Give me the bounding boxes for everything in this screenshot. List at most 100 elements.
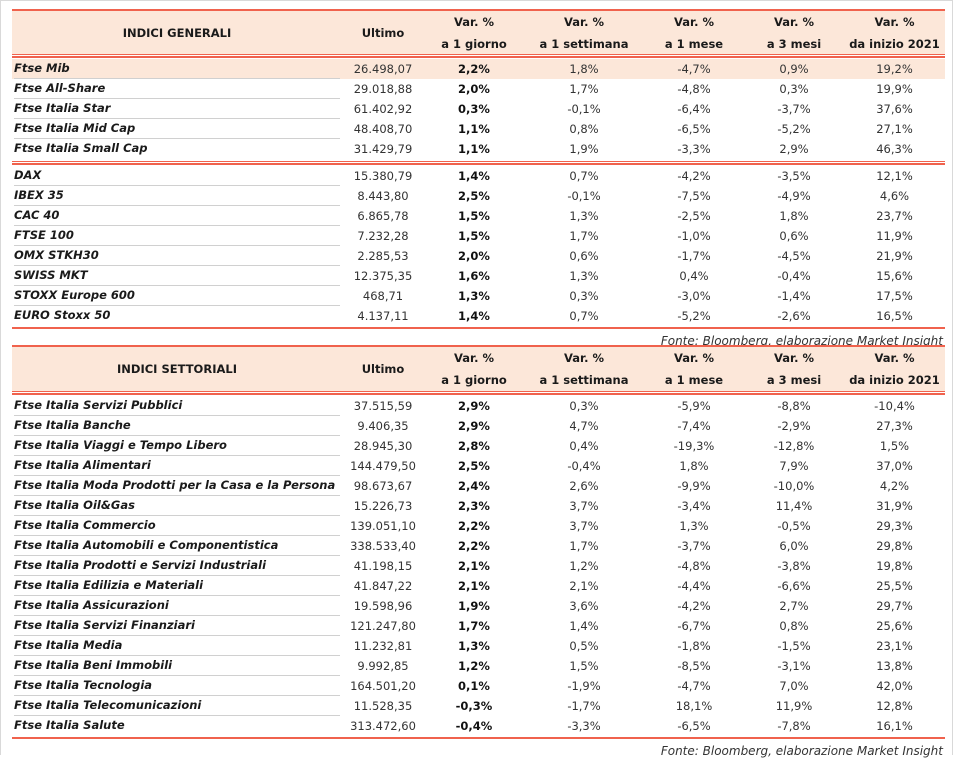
column-header-var-ytd: Var. % da inizio 2021 [844, 347, 945, 391]
last-value-cell: 7.232,28 [357, 229, 409, 243]
var-ytd-cell: 29,7% [876, 599, 913, 613]
table-row: Ftse Italia Servizi Pubblici 37.515,59 2,9… [12, 396, 945, 416]
column-header-line: Ultimo [361, 25, 405, 40]
column-header-line: a 1 giorno [441, 36, 507, 51]
column-header-line: a 1 mese [664, 373, 724, 387]
var-3-months-cell: -5,2% [777, 122, 811, 136]
table-header: INDICI SETTORIALI Ultimo Var. % a 1 giorno V… [12, 345, 945, 391]
var-1-week-cell: 0,3% [569, 289, 599, 303]
var-1-month-cell: -4,7% [677, 62, 711, 76]
var-ytd-cell: 17,5% [876, 289, 913, 303]
table-row: Ftse Italia Oil&Gas 15.226,73 2,3% 3,7% -3,4… [12, 496, 945, 516]
column-header-line: INDICI GENERALI [122, 25, 232, 40]
var-3-months-cell: -4,9% [777, 189, 811, 203]
var-1-week-cell: 1,7% [569, 82, 599, 96]
table-row: Ftse Italia Moda Prodotti per la Casa e … [12, 476, 945, 496]
table-bottom-border [12, 327, 945, 329]
var-ytd-cell: -10,4% [874, 399, 915, 413]
var-1-day-cell: 1,1% [458, 122, 490, 136]
table-row: Ftse Italia Media 11.232,81 1,3% 0,5% -1,8% -… [12, 636, 945, 656]
var-1-week-cell: -0,1% [567, 102, 601, 116]
var-ytd-cell: 1,5% [879, 439, 910, 453]
var-1-week-cell: 1,2% [569, 559, 599, 573]
column-header-line: da inizio 2021 [849, 36, 940, 51]
var-1-month-cell: -2,5% [677, 209, 711, 223]
var-1-week-cell: 0,4% [569, 439, 599, 453]
var-1-week-cell: 3,7% [569, 519, 599, 533]
var-1-week-cell: -1,7% [567, 699, 601, 713]
column-header-line: Var. % [674, 351, 714, 365]
index-name-cell: Ftse Italia Prodotti e Servizi Industria… [14, 556, 340, 576]
var-1-day-cell: 2,1% [458, 559, 490, 573]
header-divider [12, 391, 945, 393]
column-header-line: Var. % [454, 351, 494, 365]
source-note: Fonte: Bloomberg, elaborazione Market In… [660, 744, 943, 758]
var-3-months-cell: -4,5% [777, 249, 811, 263]
var-1-day-cell: -0,4% [455, 719, 493, 733]
var-3-months-cell: -3,5% [777, 169, 811, 183]
var-ytd-cell: 37,6% [876, 102, 913, 116]
var-1-week-cell: 3,7% [569, 499, 599, 513]
index-name-cell: Ftse Italia Assicurazioni [14, 596, 340, 616]
column-header-line: Var. % [454, 14, 494, 29]
var-1-week-cell: 0,7% [569, 169, 599, 183]
var-1-day-cell: 2,0% [458, 249, 490, 263]
var-ytd-cell: 25,6% [876, 619, 913, 633]
var-1-month-cell: -4,8% [677, 559, 711, 573]
index-name-cell: Ftse Italia Alimentari [14, 456, 340, 476]
column-header-line: a 1 settimana [539, 36, 629, 51]
var-1-week-cell: 1,3% [569, 209, 599, 223]
var-ytd-cell: 12,1% [876, 169, 913, 183]
table-row: Ftse Italia Star 61.402,92 0,3% -0,1% -6,4% -… [12, 99, 945, 119]
var-ytd-cell: 11,9% [876, 229, 913, 243]
var-1-week-cell: 1,4% [569, 619, 599, 633]
var-ytd-cell: 27,1% [876, 122, 913, 136]
last-value-cell: 11.528,35 [353, 699, 413, 713]
var-ytd-cell: 19,9% [876, 82, 913, 96]
column-header-line: Var. % [874, 351, 915, 365]
last-value-cell: 338.533,40 [350, 539, 416, 553]
var-1-month-cell: -5,9% [677, 399, 711, 413]
column-header-line: a 3 mesi [766, 36, 822, 51]
index-name-cell: FTSE 100 [14, 226, 340, 246]
var-1-week-cell: 0,3% [569, 399, 599, 413]
var-1-month-cell: -6,7% [677, 619, 711, 633]
var-3-months-cell: -1,4% [777, 289, 811, 303]
var-3-months-cell: 11,9% [775, 699, 813, 713]
column-header-var-3-months: Var. % a 3 mesi [744, 11, 844, 54]
last-value-cell: 9.992,85 [357, 659, 409, 673]
var-1-day-cell: 2,1% [458, 579, 490, 593]
var-3-months-cell: 2,9% [779, 142, 809, 156]
column-header-line: a 1 settimana [539, 373, 629, 387]
last-value-cell: 468,71 [362, 289, 404, 303]
last-value-cell: 164.501,20 [350, 679, 416, 693]
index-name-cell: Ftse Italia Tecnologia [14, 676, 340, 696]
var-3-months-cell: 0,3% [779, 82, 809, 96]
index-name-cell: OMX STKH30 [14, 246, 340, 266]
var-1-week-cell: 1,7% [569, 539, 599, 553]
table-row: Ftse Italia Tecnologia 164.501,20 0,1% -1,9… [12, 676, 945, 696]
var-1-week-cell: -0,4% [567, 459, 601, 473]
last-value-cell: 41.198,15 [353, 559, 413, 573]
index-name-cell: Ftse Italia Moda Prodotti per la Casa e … [14, 476, 340, 496]
last-value-cell: 15.226,73 [353, 499, 413, 513]
var-1-month-cell: -3,3% [677, 142, 711, 156]
var-1-month-cell: -3,0% [677, 289, 711, 303]
var-1-month-cell: -7,4% [677, 419, 711, 433]
index-name-cell: EURO Stoxx 50 [14, 308, 111, 322]
index-name-cell: SWISS MKT [14, 266, 340, 286]
index-name-cell: Ftse Italia Salute [14, 718, 125, 732]
var-1-day-cell: 2,9% [458, 419, 490, 433]
table-row: Ftse Italia Small Cap 31.429,79 1,1% 1,9% -3… [12, 139, 945, 159]
column-header-var-1-month: Var. % a 1 mese [644, 11, 744, 54]
table-row: Ftse Italia Salute 313.472,60 -0,4% -3,3% -6… [12, 716, 945, 736]
table-row: Ftse Italia Mid Cap 48.408,70 1,1% 0,8% -6,5… [12, 119, 945, 139]
index-name-cell: Ftse Italia Beni Immobili [14, 656, 340, 676]
var-3-months-cell: 0,8% [779, 619, 809, 633]
column-header-index-name: INDICI GENERALI [12, 11, 342, 54]
var-1-month-cell: -9,9% [677, 479, 711, 493]
var-1-day-cell: 2,0% [458, 82, 490, 96]
var-1-week-cell: 1,9% [569, 142, 599, 156]
var-1-week-cell: 1,5% [569, 659, 599, 673]
var-1-day-cell: 2,5% [458, 459, 490, 473]
